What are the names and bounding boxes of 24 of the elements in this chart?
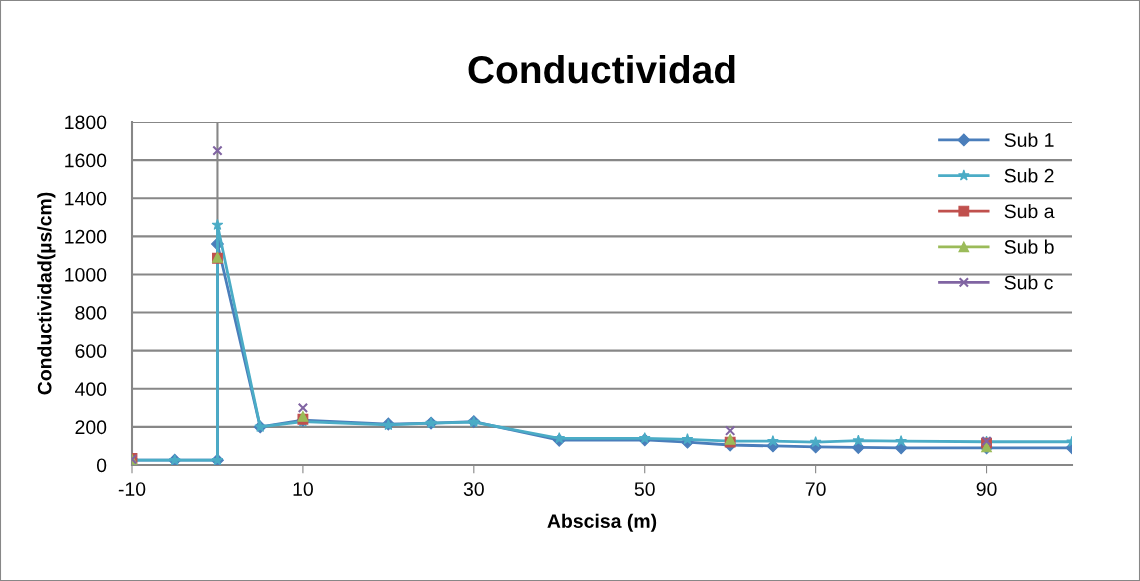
legend-label: Sub c — [1004, 275, 1053, 290]
y-tick-label: 0 — [96, 458, 107, 473]
y-tick-label: 1600 — [65, 153, 107, 168]
legend-label: Sub b — [1004, 239, 1054, 254]
y-tick-label: 1400 — [65, 191, 107, 206]
y-tick-label: 200 — [75, 420, 107, 435]
x-tick-label: 70 — [805, 482, 826, 496]
legend-label: Sub a — [1004, 203, 1055, 219]
legend-label: Sub 1 — [1004, 132, 1054, 147]
y-tick-label: 1200 — [65, 229, 107, 244]
x-axis-title: Abscisa (m) — [547, 513, 657, 532]
x-tick-label: 90 — [976, 482, 997, 496]
x-tick-label: 30 — [463, 482, 484, 496]
y-tick-label: 600 — [75, 344, 107, 358]
y-axis-title: Conductividad(µs/cm) — [37, 192, 56, 395]
y-tick-label: 400 — [75, 382, 107, 397]
y-tick-label: 800 — [75, 306, 107, 320]
x-tick-label: 50 — [634, 482, 655, 496]
legend-label: Sub 2 — [1004, 168, 1054, 183]
x-tick-label: -10 — [118, 482, 146, 496]
chart-title: Conductividad — [468, 54, 735, 84]
x-tick-label: 10 — [293, 482, 313, 496]
y-tick-label: 1000 — [65, 267, 107, 282]
y-tick-label: 1800 — [65, 115, 107, 130]
